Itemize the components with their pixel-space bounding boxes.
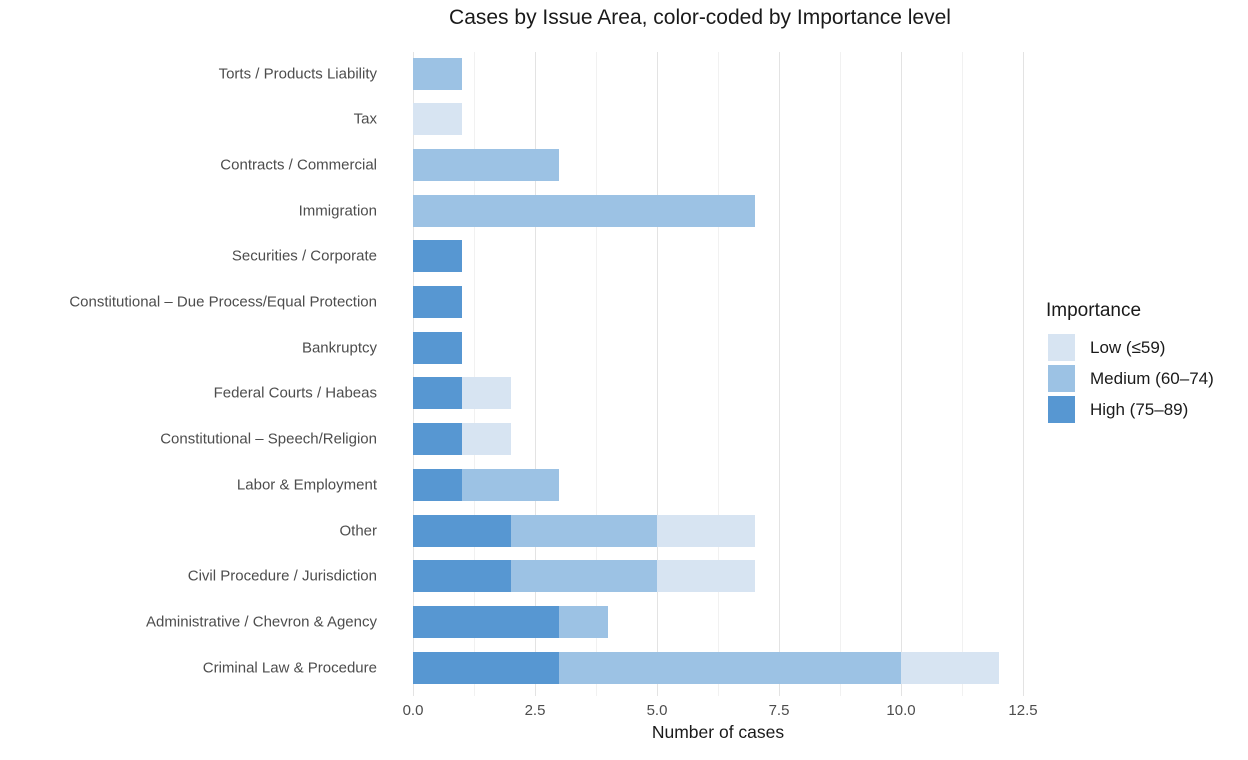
bar-segment [413,423,462,456]
legend-swatch [1048,334,1075,361]
category-label: Constitutional – Speech/Religion [160,430,377,448]
category-label: Torts / Products Liability [218,65,377,82]
legend-label: Low (≤59) [1090,337,1166,357]
bar-segment [510,514,657,547]
legend-item: High (75–89) [1046,396,1214,423]
gridline-major [779,52,780,696]
category-label: Civil Procedure / Jurisdiction [187,567,377,585]
x-tick-label: 2.5 [524,702,546,719]
bar-segment [413,377,462,410]
legend-items: Low (≤59) Medium (60–74) High (75–89) [1046,334,1214,423]
bar-segment [657,560,755,593]
bar-segment [510,560,657,593]
bar-segment [413,103,462,136]
bar-segment [413,148,560,181]
legend-swatch [1048,365,1075,392]
bar-segment [461,377,511,410]
gridline-minor [962,52,963,696]
bar-segment [657,514,755,547]
x-tick-label: 10.0 [886,702,916,719]
bar-segment [413,651,560,684]
bar-segment [413,331,462,364]
gridline-minor [474,52,475,696]
category-label: Bankruptcy [301,339,377,357]
bar-segment [901,651,999,684]
gridline-major [535,52,536,696]
legend-swatch [1048,396,1075,423]
gridline-minor [718,52,719,696]
x-tick-label: 0.0 [402,702,424,719]
bar-segment [413,514,511,547]
legend: Importance Low (≤59) Medium (60–74) High (… [1046,300,1214,427]
legend-item: Medium (60–74) [1046,365,1214,392]
category-label: Tax [353,110,377,128]
x-tick-label: 12.5 [1008,702,1038,719]
gridline-minor [596,52,597,696]
category-label: Federal Courts / Habeas [213,384,377,402]
legend-item: Low (≤59) [1046,334,1214,361]
gridline-major [1023,52,1024,696]
bar-segment [559,651,901,684]
category-label: Criminal Law & Procedure [202,659,377,677]
x-axis-title: Number of cases [651,722,785,742]
bar-segment [461,468,560,501]
bar-segment [413,468,462,501]
bar-segment [413,286,462,318]
x-tick-label: 7.5 [768,702,790,719]
bar-segment [461,423,511,456]
gridline-major [657,52,658,696]
category-label: Other [339,522,377,539]
bar-segment [413,240,462,273]
bar-segment [413,605,560,638]
gridline-major [901,52,902,696]
category-label: Constitutional – Due Process/Equal Prote… [69,293,377,311]
bar-segment [413,560,511,593]
legend-label: Medium (60–74) [1090,368,1214,388]
category-label: Administrative / Chevron & Agency [146,613,377,631]
gridline-major [413,52,414,696]
chart-title: Cases by Issue Area, color-coded by Impo… [449,6,951,29]
legend-label: High (75–89) [1090,399,1189,419]
legend-title: Importance [1046,300,1142,321]
bar-segment [413,194,755,227]
gridline-minor [840,52,841,696]
category-label: Securities / Corporate [231,247,377,265]
bar-segment [559,605,609,638]
x-tick-label: 5.0 [646,702,668,719]
category-label: Immigration [298,202,377,220]
category-label: Labor & Employment [236,476,377,494]
category-label: Contracts / Commercial [220,156,377,174]
bar-segment [413,57,462,90]
